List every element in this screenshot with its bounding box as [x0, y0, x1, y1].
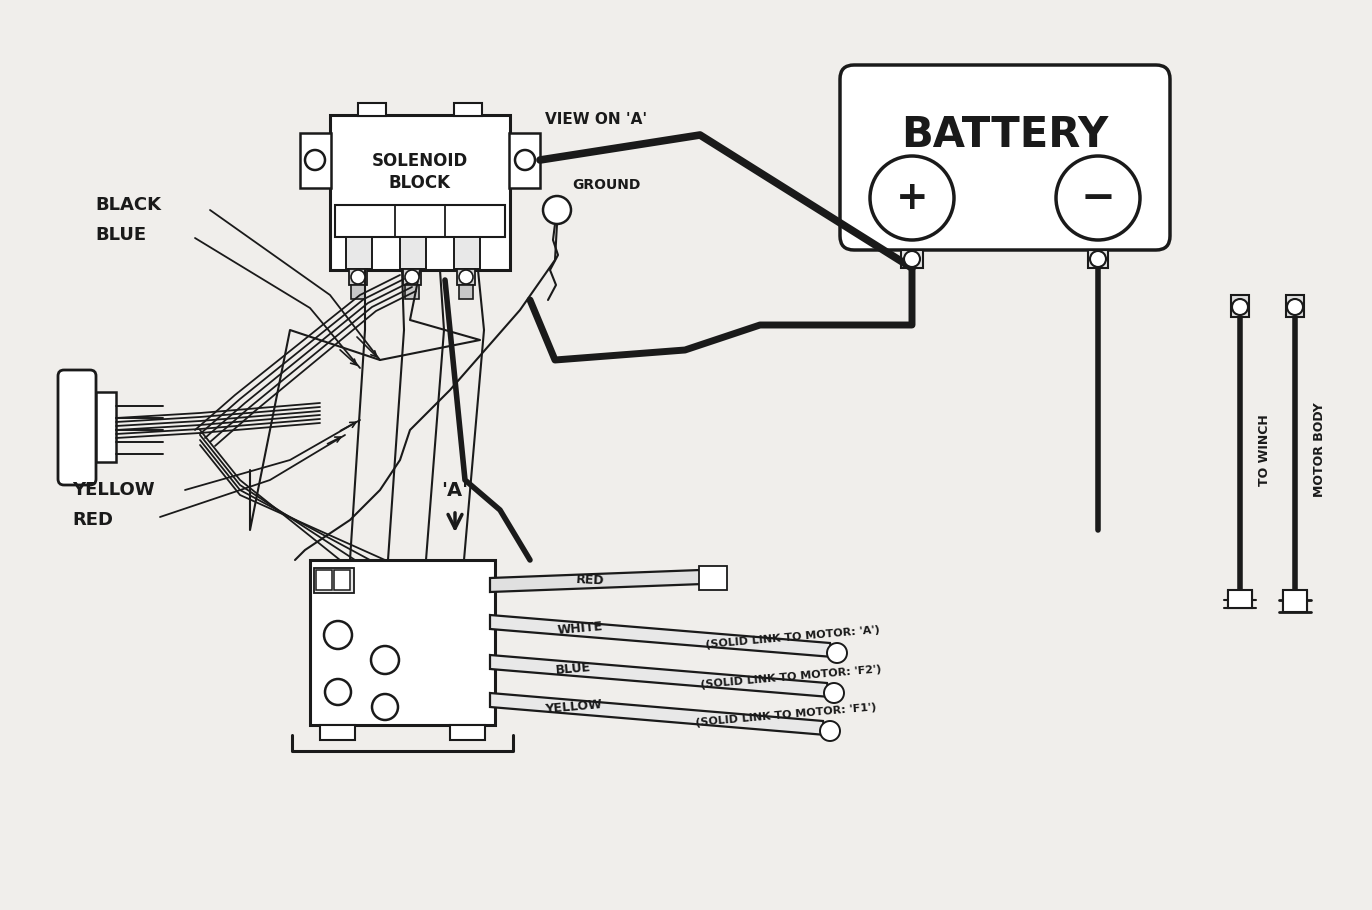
- Text: −: −: [1081, 177, 1115, 219]
- Text: BLOCK: BLOCK: [390, 174, 451, 192]
- Bar: [335, 205, 505, 237]
- Bar: [403, 269, 421, 285]
- Bar: [96, 392, 117, 462]
- Text: WHITE: WHITE: [557, 621, 604, 638]
- Circle shape: [1232, 299, 1249, 315]
- Bar: [358, 103, 386, 116]
- Circle shape: [870, 156, 954, 240]
- Circle shape: [460, 270, 473, 284]
- Text: +: +: [896, 179, 929, 217]
- Text: VIEW ON 'A': VIEW ON 'A': [545, 113, 648, 127]
- Text: RED: RED: [71, 511, 113, 529]
- Bar: [320, 725, 355, 740]
- Circle shape: [1056, 156, 1140, 240]
- FancyBboxPatch shape: [840, 65, 1170, 250]
- Polygon shape: [490, 570, 702, 592]
- Text: BLACK: BLACK: [95, 196, 161, 214]
- Circle shape: [514, 150, 535, 170]
- Circle shape: [351, 270, 365, 284]
- Bar: [346, 237, 372, 269]
- Bar: [333, 570, 350, 590]
- Polygon shape: [490, 615, 833, 657]
- Text: GROUND: GROUND: [572, 178, 641, 192]
- Bar: [348, 269, 366, 285]
- Circle shape: [370, 646, 399, 674]
- Circle shape: [1287, 299, 1303, 315]
- Text: YELLOW: YELLOW: [543, 698, 602, 716]
- Bar: [351, 285, 365, 299]
- Circle shape: [820, 721, 840, 741]
- Text: MOTOR BODY: MOTOR BODY: [1313, 402, 1325, 498]
- Text: RED: RED: [575, 572, 605, 587]
- Bar: [698, 566, 727, 590]
- Bar: [460, 285, 473, 299]
- Circle shape: [324, 621, 353, 649]
- Circle shape: [827, 643, 847, 663]
- Text: BLUE: BLUE: [554, 661, 591, 677]
- Text: TO WINCH: TO WINCH: [1258, 414, 1270, 486]
- Bar: [316, 570, 332, 590]
- Bar: [509, 133, 541, 188]
- Circle shape: [1089, 251, 1106, 267]
- Circle shape: [825, 683, 844, 703]
- Bar: [457, 269, 475, 285]
- FancyBboxPatch shape: [58, 370, 96, 485]
- Bar: [300, 133, 331, 188]
- Circle shape: [372, 694, 398, 720]
- Bar: [405, 285, 418, 299]
- Text: (SOLID LINK TO MOTOR: 'A'): (SOLID LINK TO MOTOR: 'A'): [705, 624, 879, 650]
- Text: YELLOW: YELLOW: [71, 481, 155, 499]
- Circle shape: [405, 270, 418, 284]
- Bar: [314, 568, 354, 593]
- Circle shape: [904, 251, 921, 267]
- Bar: [1286, 295, 1303, 317]
- Bar: [1231, 295, 1249, 317]
- Bar: [454, 103, 482, 116]
- Bar: [450, 725, 484, 740]
- Bar: [901, 250, 923, 268]
- Text: BATTERY: BATTERY: [901, 115, 1109, 157]
- Bar: [310, 560, 495, 725]
- Polygon shape: [490, 693, 826, 735]
- Text: SOLENOID: SOLENOID: [372, 152, 468, 170]
- Polygon shape: [490, 655, 830, 697]
- Circle shape: [325, 679, 351, 705]
- Text: BLUE: BLUE: [95, 226, 147, 244]
- Text: (SOLID LINK TO MOTOR: 'F1'): (SOLID LINK TO MOTOR: 'F1'): [696, 703, 877, 728]
- Text: (SOLID LINK TO MOTOR: 'F2'): (SOLID LINK TO MOTOR: 'F2'): [700, 664, 882, 690]
- Bar: [331, 115, 510, 270]
- Circle shape: [305, 150, 325, 170]
- Text: 'A': 'A': [442, 480, 469, 500]
- Bar: [1283, 590, 1308, 612]
- Bar: [1228, 590, 1253, 608]
- Circle shape: [543, 196, 571, 224]
- Bar: [1088, 250, 1109, 268]
- Bar: [454, 237, 480, 269]
- Bar: [401, 237, 425, 269]
